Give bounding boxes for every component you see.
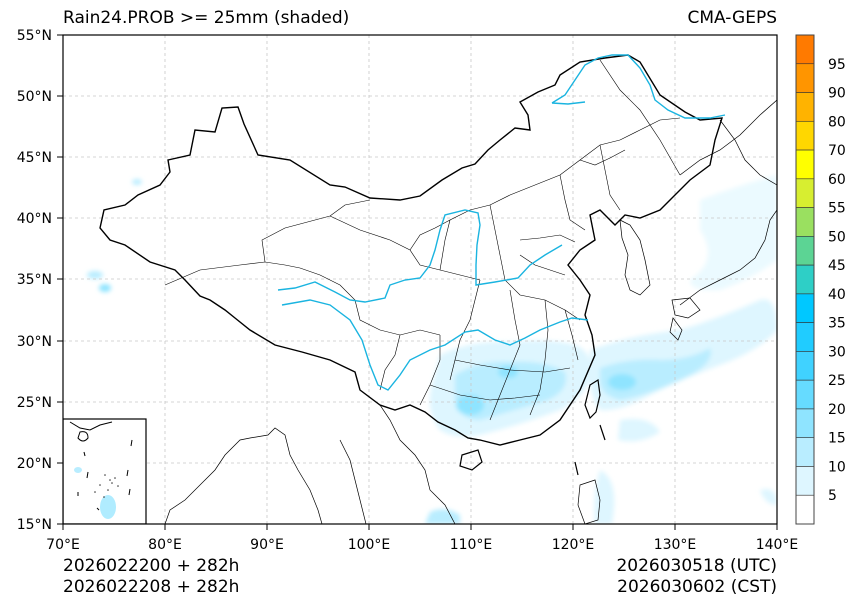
lat-label: 30°N: [17, 334, 52, 350]
colorbar-segment: [795, 437, 815, 467]
colorbar-labels: 95 90 80 70 60 55 50 45 40 35 30 25 20 15 10 5: [828, 57, 846, 504]
lon-label: 140°E: [756, 537, 799, 553]
lat-label: 20°N: [17, 456, 52, 472]
colorbar-label: 25: [828, 373, 846, 389]
precip-shading: [87, 175, 777, 524]
lon-label: 90°E: [250, 537, 284, 553]
init-time-utc: 2026022200 + 282h: [63, 556, 240, 576]
neighbor-borders: [164, 99, 777, 524]
colorbar-segment: [795, 264, 815, 295]
lon-label: 110°E: [450, 537, 493, 553]
colorbar-segment: [795, 207, 815, 237]
colorbar-segment: [795, 322, 815, 352]
colorbar-segment: [795, 236, 815, 266]
colorbar-label: 35: [828, 316, 846, 332]
lon-label: 70°E: [46, 537, 80, 553]
lon-axis: [62, 524, 778, 530]
lat-label: 25°N: [17, 395, 52, 411]
colorbar-segment: [795, 120, 815, 151]
lon-label: 80°E: [148, 537, 182, 553]
colorbar-label: 90: [828, 86, 846, 102]
colorbar-label: 80: [828, 114, 846, 130]
colorbar-segment: [795, 63, 815, 93]
colorbar-label: 20: [828, 402, 846, 418]
chart-title: Rain24.PROB >= 25mm (shaded): [63, 8, 350, 28]
init-time-block: 2026022200 + 282h 2026022208 + 282h: [63, 556, 239, 598]
colorbar-segment: [795, 178, 815, 208]
init-time-cst: 2026022208 + 282h: [63, 577, 240, 597]
lon-tick-labels: 70°E 80°E 90°E 100°E 110°E 120°E 130°E 1…: [46, 537, 798, 553]
colorbar-segment: [795, 34, 815, 65]
colorbar-label: 15: [828, 431, 846, 447]
colorbar-segment: [795, 293, 815, 323]
valid-time-block: 2026030518 (UTC) 2026030602 (CST): [616, 556, 777, 598]
province-borders: [164, 59, 681, 421]
colorbar-label: 45: [828, 258, 846, 274]
colorbar-label: 50: [828, 229, 846, 245]
lat-label: 35°N: [17, 272, 52, 288]
lat-label: 40°N: [17, 211, 52, 227]
colorbar-segment: [795, 408, 815, 439]
lat-label: 50°N: [17, 89, 52, 105]
lat-label: 55°N: [17, 28, 52, 44]
colorbar-label: 55: [828, 201, 846, 217]
colorbar-segment: [795, 149, 815, 180]
lat-label: 45°N: [17, 150, 52, 166]
valid-time-cst: 2026030602 (CST): [617, 577, 777, 597]
colorbar-segment: [795, 494, 815, 525]
lat-tick-labels: 55°N 50°N 45°N 40°N 35°N 30°N 25°N 20°N …: [17, 28, 52, 533]
colorbar-segment: [795, 379, 815, 410]
lon-label: 130°E: [654, 537, 697, 553]
colorbar-label: 95: [828, 57, 846, 73]
south-china-sea-inset: [63, 418, 147, 524]
lat-label: 15°N: [17, 517, 52, 533]
colorbar-segment: [795, 92, 815, 122]
lon-label: 120°E: [552, 537, 595, 553]
colorbar-label: 60: [828, 172, 846, 188]
colorbar-label: 40: [828, 287, 846, 303]
colorbar-label: 10: [828, 459, 846, 475]
colorbar-segment: [795, 466, 815, 496]
colorbar-label: 70: [828, 143, 846, 159]
colorbar-label: 5: [828, 488, 837, 504]
model-name: CMA-GEPS: [687, 8, 777, 28]
lon-label: 100°E: [348, 537, 391, 553]
colorbar-frame: [795, 34, 815, 525]
valid-time-utc: 2026030518 (UTC): [616, 556, 777, 576]
lat-axis: [57, 34, 63, 525]
plot-area: [63, 35, 777, 524]
colorbar: [795, 34, 815, 525]
colorbar-label: 30: [828, 344, 846, 360]
rivers: [277, 54, 726, 391]
colorbar-segment: [795, 351, 815, 381]
china-border: [99, 54, 723, 446]
